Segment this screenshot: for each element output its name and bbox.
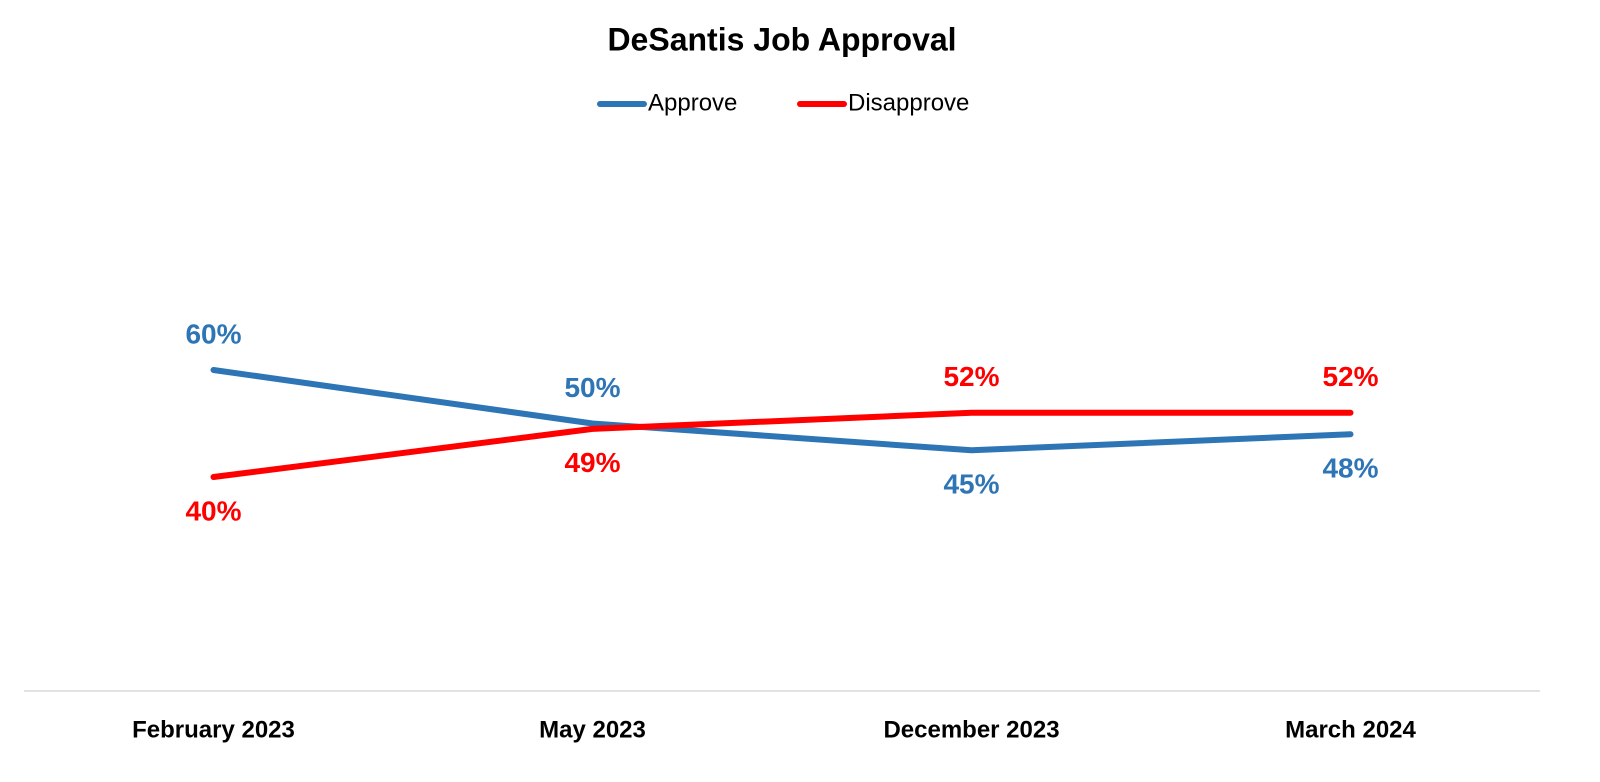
data-label: 60%	[185, 318, 241, 349]
x-tick-label: December 2023	[883, 716, 1059, 743]
x-tick-label: February 2023	[132, 716, 295, 743]
data-label: 50%	[564, 372, 620, 403]
series-line	[210, 409, 1354, 480]
data-label: 48%	[1322, 453, 1378, 484]
legend-label: Approve	[648, 89, 737, 116]
chart-title: DeSantis Job Approval	[607, 21, 956, 57]
data-label: 40%	[185, 495, 241, 526]
series-line	[210, 367, 1354, 454]
x-tick-label: May 2023	[539, 716, 646, 743]
data-label: 49%	[564, 447, 620, 478]
data-label: 52%	[1322, 361, 1378, 392]
legend-label: Disapprove	[848, 89, 969, 116]
data-label: 52%	[943, 361, 999, 392]
data-label: 45%	[943, 469, 999, 500]
x-tick-label: March 2024	[1285, 716, 1416, 743]
